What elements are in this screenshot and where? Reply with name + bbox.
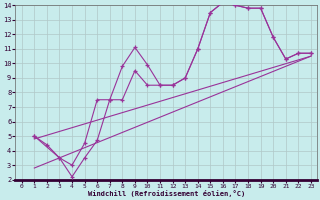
X-axis label: Windchill (Refroidissement éolien,°C): Windchill (Refroidissement éolien,°C) <box>88 190 245 197</box>
